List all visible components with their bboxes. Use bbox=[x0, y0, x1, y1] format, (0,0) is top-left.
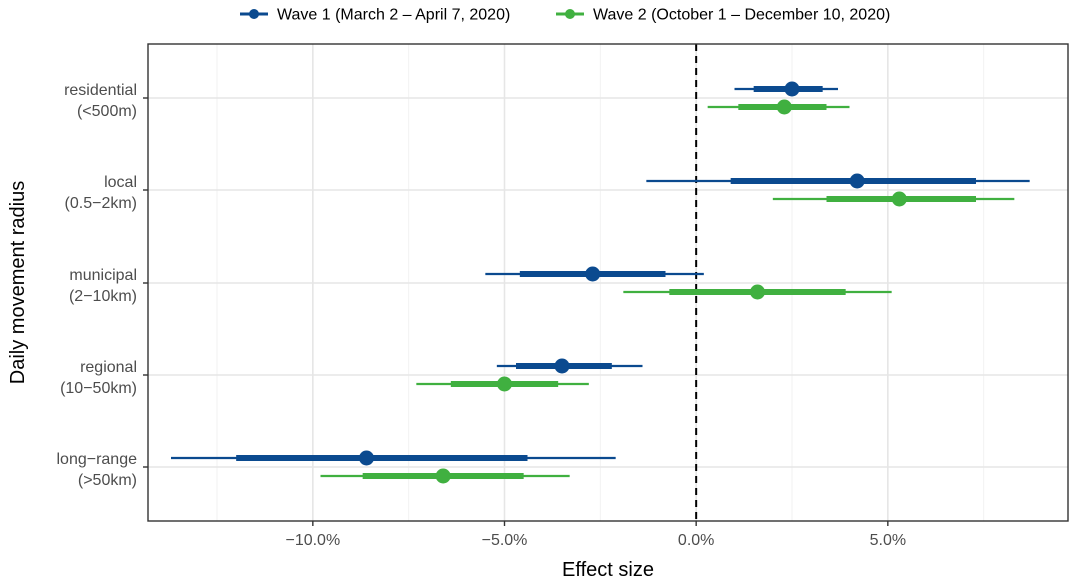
x-axis-title: Effect size bbox=[562, 559, 654, 581]
estimate-point bbox=[554, 358, 570, 374]
x-tick-label: 5.0% bbox=[870, 532, 906, 549]
x-tick-label: −10.0% bbox=[285, 532, 340, 549]
estimate-point bbox=[750, 284, 765, 300]
legend-label: Wave 2 (October 1 – December 10, 2020) bbox=[593, 7, 890, 24]
x-tick-label: −5.0% bbox=[482, 532, 528, 549]
estimate-point bbox=[891, 191, 907, 207]
y-category-sublabel: (>50km) bbox=[78, 472, 137, 489]
axes: −10.0% −5.0% 0.0% 5.0% residential (<500m) loc… bbox=[56, 82, 906, 549]
y-category-sublabel: (0.5−2km) bbox=[65, 195, 137, 212]
y-axis-title: Daily movement radius bbox=[7, 181, 29, 384]
estimate-point bbox=[849, 173, 865, 189]
y-category-label: long−range bbox=[56, 451, 137, 468]
estimate-point bbox=[359, 450, 374, 466]
legend: Wave 1 (March 2 – April 7, 2020) Wave 2 (… bbox=[240, 7, 890, 24]
y-category-sublabel: (2−10km) bbox=[69, 288, 137, 305]
y-category-label: residential bbox=[64, 82, 137, 99]
estimate-point bbox=[784, 81, 800, 97]
y-category-label: regional bbox=[80, 359, 137, 376]
data-marks bbox=[171, 44, 1030, 521]
estimate-point bbox=[435, 468, 451, 484]
y-category-label: municipal bbox=[69, 267, 137, 284]
estimate-point bbox=[585, 266, 601, 282]
y-category-label: local bbox=[104, 174, 137, 191]
estimate-point bbox=[776, 99, 792, 115]
legend-key-point bbox=[249, 9, 259, 19]
estimate-point bbox=[497, 376, 512, 392]
y-category-sublabel: (<500m) bbox=[77, 103, 137, 120]
grid-lines bbox=[148, 44, 1068, 521]
x-tick-label: 0.0% bbox=[678, 532, 714, 549]
y-category-sublabel: (10−50km) bbox=[60, 380, 137, 397]
legend-key-point bbox=[565, 9, 575, 19]
legend-label: Wave 1 (March 2 – April 7, 2020) bbox=[277, 7, 510, 24]
